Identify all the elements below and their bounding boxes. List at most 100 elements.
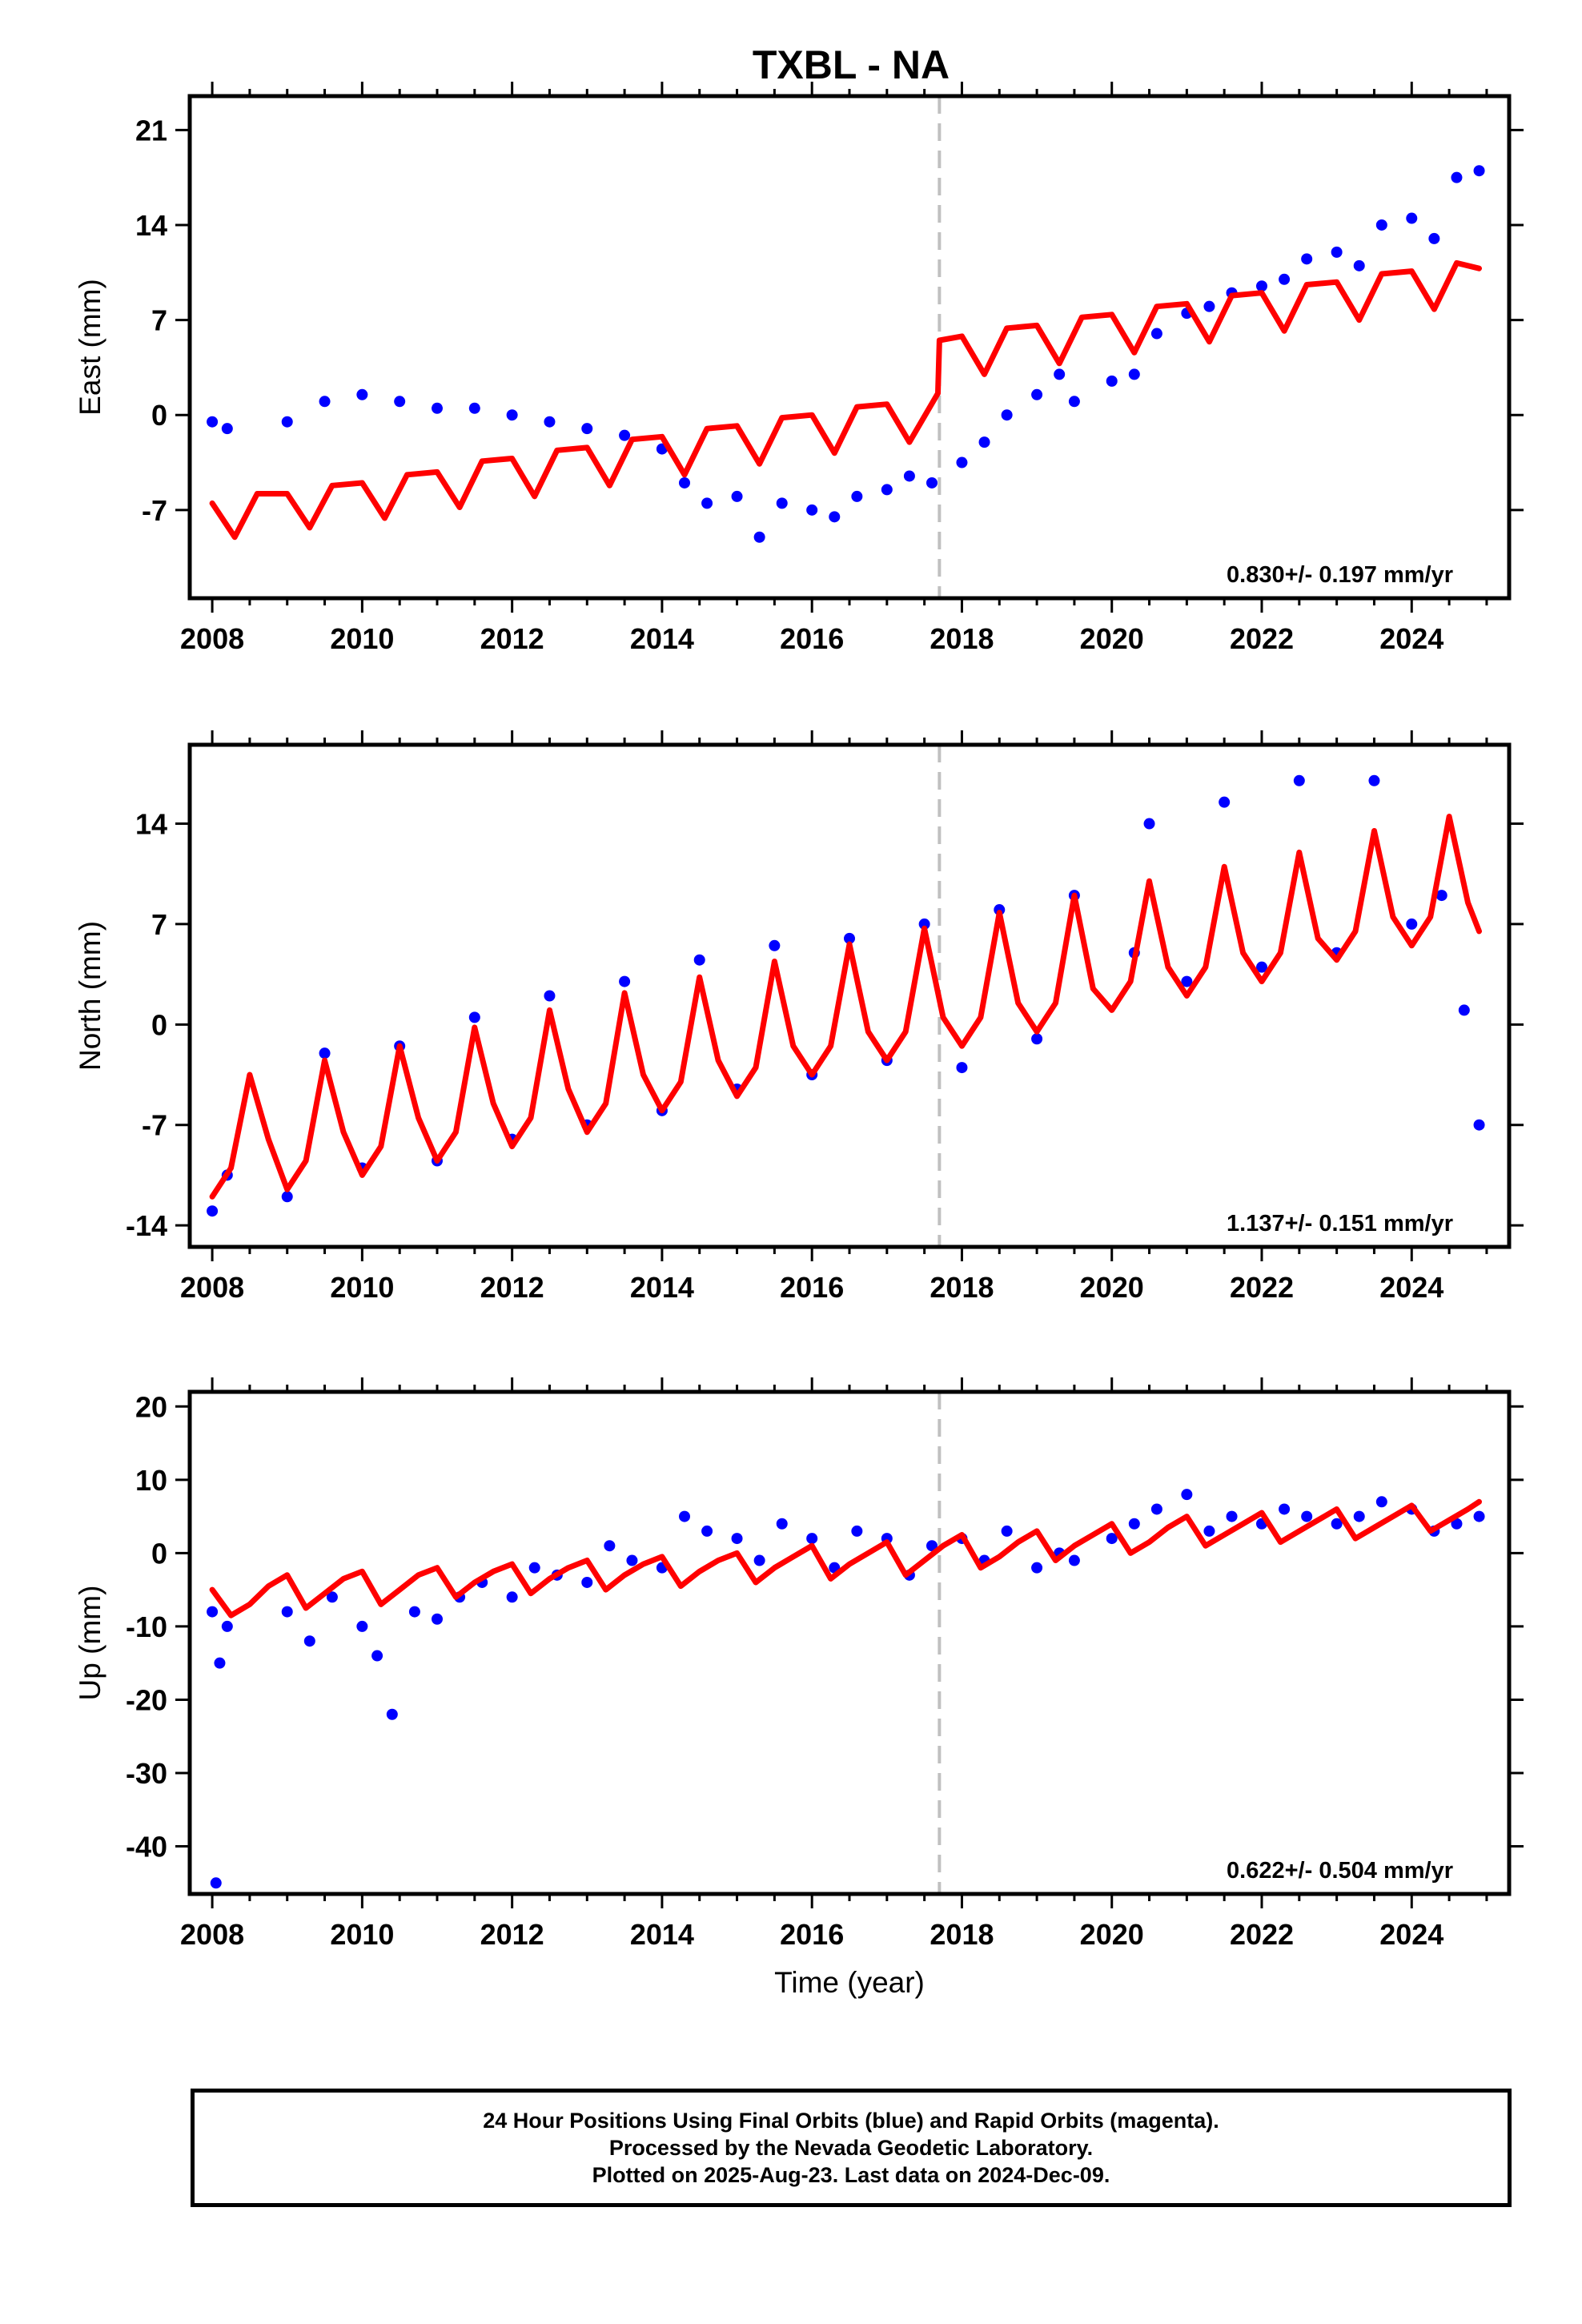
data-point-up-1	[210, 1877, 222, 1889]
y-tick-label-up-0: -40	[126, 1831, 167, 1864]
data-point-up-39	[1128, 1518, 1140, 1530]
data-point-north-2	[281, 1191, 293, 1203]
data-point-up-2	[214, 1657, 226, 1669]
data-point-up-8	[371, 1650, 383, 1662]
data-point-up-23	[731, 1533, 743, 1545]
data-point-up-15	[528, 1562, 540, 1574]
y-axis-label-up: Up (mm)	[74, 1586, 106, 1701]
x-tick-label-up-3: 2014	[630, 1918, 694, 1951]
y-tick-label-east-1: 0	[151, 399, 167, 432]
plot-frame-north	[187, 742, 1512, 1249]
y-tick-label-up-4: 0	[151, 1537, 167, 1570]
data-point-north-25	[1143, 818, 1155, 830]
x-tick-label-north-6: 2020	[1080, 1271, 1144, 1304]
data-point-east-42	[1406, 212, 1418, 224]
data-point-north-9	[544, 990, 556, 1002]
y-tick-label-east-3: 14	[135, 209, 167, 242]
data-point-up-14	[506, 1591, 518, 1603]
x-tick-label-north-1: 2010	[330, 1271, 394, 1304]
rate-label-east: 0.830+/- 0.197 mm/yr	[1227, 562, 1453, 588]
x-tick-label-north-8: 2024	[1379, 1271, 1443, 1304]
x-tick-label-north-7: 2022	[1230, 1271, 1294, 1304]
x-tick-label-north-4: 2016	[780, 1271, 844, 1304]
data-point-east-29	[1068, 396, 1080, 408]
data-point-east-19	[829, 511, 841, 523]
data-point-east-10	[581, 423, 593, 435]
data-point-up-34	[1001, 1525, 1013, 1537]
data-point-east-22	[903, 470, 915, 482]
data-point-east-41	[1375, 219, 1387, 231]
x-tick-label-north-2: 2012	[480, 1271, 544, 1304]
data-point-up-38	[1106, 1533, 1118, 1545]
y-tick-label-east-4: 21	[135, 114, 167, 147]
x-tick-label-east-4: 2016	[780, 622, 844, 655]
data-point-east-43	[1428, 232, 1440, 244]
data-point-east-15	[731, 490, 743, 502]
data-point-up-9	[386, 1708, 398, 1720]
panel-up: -40 -30 -20 -10 0 10 20 2008 2010 2012 2014 2016 201…	[74, 1377, 1524, 1999]
data-point-up-28	[851, 1525, 863, 1537]
y-tick-label-north-1: -7	[142, 1109, 167, 1142]
x-tick-label-east-1: 2010	[330, 622, 394, 655]
data-point-east-37	[1279, 273, 1291, 285]
x-tick-label-up-0: 2008	[180, 1918, 244, 1951]
x-tick-label-north-5: 2018	[930, 1271, 994, 1304]
data-point-east-32	[1150, 328, 1162, 340]
y-axis-label-north: North (mm)	[74, 921, 106, 1071]
data-point-up-52	[1451, 1518, 1463, 1530]
data-point-up-31	[926, 1540, 938, 1552]
data-point-up-5	[303, 1635, 315, 1647]
y-tick-label-north-4: 14	[135, 808, 167, 841]
data-point-up-48	[1353, 1510, 1365, 1522]
y-tick-label-north-0: -14	[126, 1209, 167, 1242]
data-point-up-25	[776, 1518, 788, 1530]
figure-title: TXBL - NA	[753, 42, 950, 87]
x-tick-label-up-8: 2024	[1379, 1918, 1443, 1951]
data-point-up-26	[806, 1533, 818, 1545]
data-point-east-27	[1031, 388, 1043, 400]
data-point-north-19	[918, 918, 930, 930]
x-tick-label-up-5: 2018	[930, 1918, 994, 1951]
caption-line-1: 24 Hour Positions Using Final Orbits (bl…	[483, 2109, 1219, 2133]
caption-line-2: Processed by the Nevada Geodetic Laborat…	[608, 2136, 1094, 2160]
caption-line-3: Plotted on 2025-Aug-23. Last data on 202…	[592, 2163, 1110, 2187]
data-point-up-19	[626, 1554, 638, 1566]
data-point-east-38	[1301, 253, 1313, 265]
data-point-north-11	[619, 975, 631, 987]
y-tick-label-up-6: 20	[135, 1390, 167, 1423]
x-tick-label-east-0: 2008	[180, 622, 244, 655]
data-point-up-35	[1031, 1562, 1043, 1574]
data-point-up-47	[1331, 1518, 1343, 1530]
data-point-up-53	[1473, 1510, 1485, 1522]
data-point-east-30	[1106, 375, 1118, 387]
model-line-east	[209, 259, 1482, 541]
data-point-up-11	[432, 1613, 443, 1625]
y-tick-label-east-2: 7	[151, 304, 167, 337]
x-tick-label-up-6: 2020	[1080, 1918, 1144, 1951]
data-point-north-27	[1219, 796, 1231, 808]
x-tick-label-east-3: 2014	[630, 622, 694, 655]
data-point-east-11	[619, 429, 631, 441]
data-point-up-10	[408, 1606, 420, 1618]
data-point-up-46	[1301, 1510, 1313, 1522]
x-tick-label-up-4: 2016	[780, 1918, 844, 1951]
data-point-east-24	[956, 456, 968, 468]
model-line-north	[209, 814, 1482, 1200]
data-point-north-32	[1406, 918, 1418, 930]
data-point-east-2	[281, 416, 293, 428]
data-point-up-43	[1226, 1510, 1238, 1522]
y-tick-label-north-2: 0	[151, 1008, 167, 1041]
data-point-north-3	[319, 1047, 331, 1059]
y-axis-label-east: East (mm)	[74, 279, 106, 416]
data-point-north-31	[1368, 774, 1380, 786]
y-tick-label-east-0: -7	[142, 494, 167, 527]
x-tick-label-north-0: 2008	[180, 1271, 244, 1304]
data-point-up-42	[1203, 1525, 1215, 1537]
data-point-east-21	[881, 484, 893, 496]
data-point-east-23	[926, 476, 938, 489]
data-point-up-6	[326, 1591, 338, 1603]
plot-frame-up	[187, 1389, 1512, 1896]
data-point-east-0	[207, 416, 219, 428]
data-point-east-1	[221, 423, 233, 435]
